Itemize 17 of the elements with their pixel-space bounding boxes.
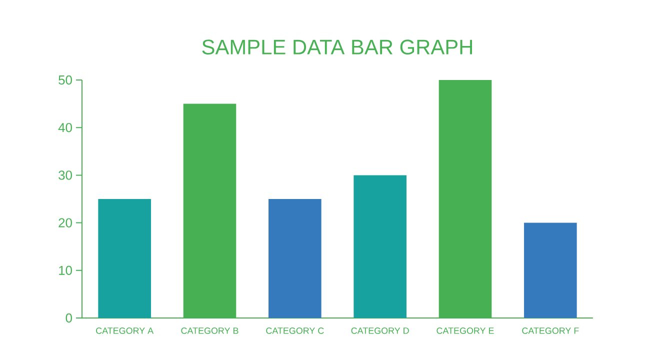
y-tick-label: 30 xyxy=(58,170,72,180)
y-tick-label: 0 xyxy=(66,313,72,323)
x-tick-label: CATEGORY D xyxy=(351,328,409,334)
bar xyxy=(354,175,406,318)
x-tick-label: CATEGORY C xyxy=(266,328,324,334)
y-tick-label: 50 xyxy=(58,75,72,85)
bar xyxy=(98,198,151,318)
y-tick-label: 10 xyxy=(59,266,72,275)
y-tick-label: 20 xyxy=(58,218,72,228)
bar xyxy=(524,222,577,318)
chart-title: SAMPLE DATA BAR GRAPH xyxy=(202,40,472,54)
bar xyxy=(268,198,322,318)
x-tick-label: CATEGORY E xyxy=(436,328,494,334)
y-tick-label: 40 xyxy=(58,123,72,132)
x-tick-label: CATEGORY A xyxy=(96,328,154,334)
x-tick-label: CATEGORY F xyxy=(522,328,579,334)
x-tick-label: CATEGORY B xyxy=(181,328,238,334)
